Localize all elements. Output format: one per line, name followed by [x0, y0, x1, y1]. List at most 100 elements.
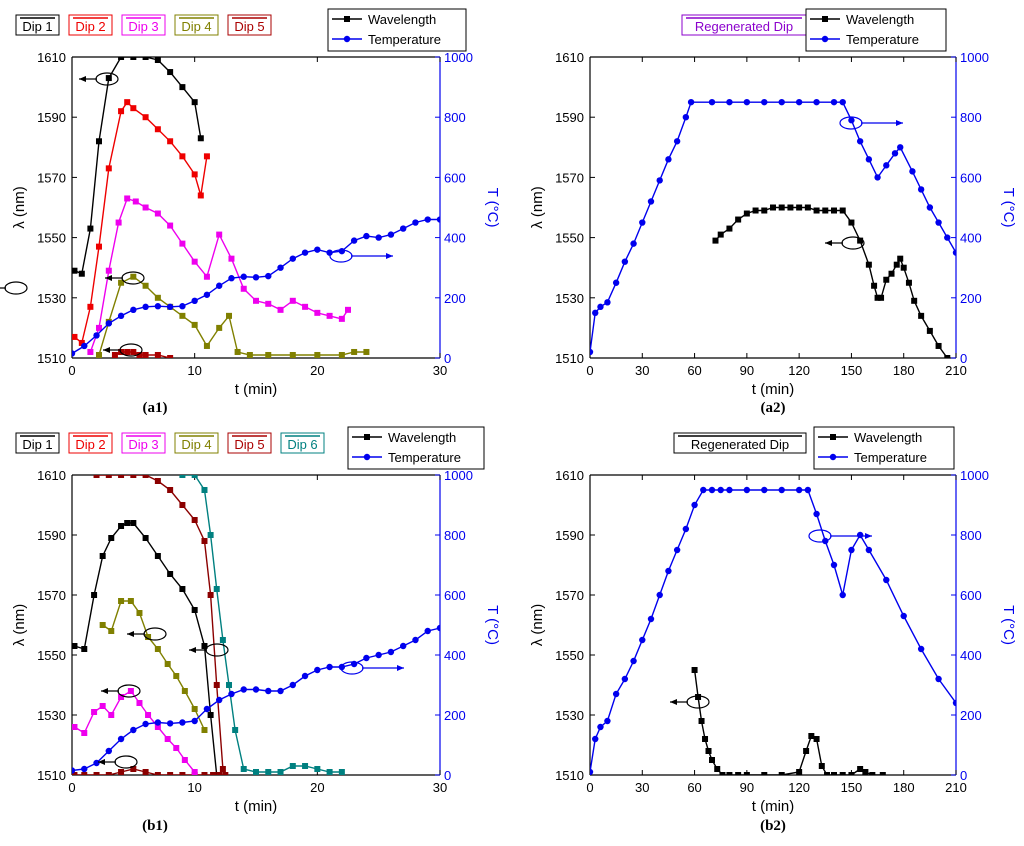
data-point	[326, 312, 333, 319]
data-point	[726, 772, 733, 775]
data-point	[597, 303, 604, 311]
data-point	[848, 546, 855, 554]
annotation-arrowhead	[670, 699, 677, 705]
y-tick-label-left: 1610	[37, 50, 66, 65]
data-point	[926, 327, 933, 334]
x-tick-label: 30	[433, 780, 447, 795]
data-point	[871, 282, 878, 289]
data-point	[216, 696, 223, 704]
data-point	[226, 682, 233, 688]
annotation-arrowhead	[189, 647, 196, 653]
data-point	[743, 772, 750, 775]
dip-legend-label: Dip 6	[287, 437, 317, 452]
data-point	[179, 312, 186, 319]
data-point	[621, 675, 629, 683]
data-point	[154, 646, 161, 652]
data-point	[436, 624, 440, 632]
y-tick-label-left: 1570	[555, 588, 584, 603]
data-point	[265, 300, 272, 307]
data-point	[813, 98, 820, 106]
annotation-arrowhead	[127, 631, 134, 637]
legend-temperature-marker	[343, 35, 351, 43]
data-point	[166, 720, 174, 727]
data-point	[639, 636, 646, 644]
dip-legend-label: Dip 1	[22, 19, 52, 34]
data-point	[130, 520, 137, 526]
data-point	[108, 628, 115, 634]
data-point	[154, 126, 161, 133]
dip-legend-label: Dip 4	[181, 19, 211, 34]
x-tick-label: 20	[310, 780, 324, 795]
data-point	[132, 198, 139, 205]
data-point	[375, 234, 382, 241]
series-line-dip-4	[102, 600, 206, 731]
data-point	[848, 219, 855, 226]
data-point	[115, 219, 122, 226]
data-point	[952, 699, 956, 707]
data-point	[108, 712, 115, 718]
data-point	[127, 598, 134, 604]
data-point	[717, 486, 724, 494]
data-point	[154, 478, 161, 484]
data-point	[856, 531, 864, 539]
legend-wavelength-label: Wavelength	[854, 430, 922, 445]
data-point	[656, 177, 663, 184]
data-point	[590, 768, 594, 775]
dip-legend-box	[121, 14, 166, 36]
x-tick-label: 150	[841, 780, 863, 795]
annotation-ellipse	[4, 281, 28, 295]
x-tick-label: 90	[740, 363, 754, 378]
data-point	[95, 324, 102, 331]
data-point	[81, 342, 88, 350]
panel-3: 0 10 20 30 1510 1530 1550 1570 1590 1610 0 200 400 60…	[11, 426, 501, 834]
series-line-temperature	[590, 101, 956, 353]
data-point	[726, 98, 733, 106]
data-point	[314, 351, 321, 358]
data-point	[857, 237, 864, 244]
y-tick-label-right: 800	[960, 528, 982, 543]
data-point	[289, 681, 296, 689]
data-point	[862, 769, 869, 775]
data-point	[277, 306, 284, 313]
y-tick-label-right: 600	[960, 170, 982, 185]
data-point	[830, 98, 838, 106]
data-point	[232, 727, 239, 733]
data-point	[167, 772, 174, 775]
x-axis-label: t (min)	[752, 381, 795, 398]
annotation-arrowhead	[896, 120, 903, 126]
x-tick-label: 210	[945, 780, 967, 795]
data-point	[173, 745, 180, 751]
data-point	[665, 156, 672, 163]
panel-label: (a2)	[761, 400, 786, 416]
y-tick-label-left: 1610	[555, 50, 584, 65]
data-point	[289, 297, 296, 304]
data-point	[219, 637, 226, 643]
data-point	[105, 320, 113, 327]
y-tick-label-left: 1510	[37, 351, 66, 366]
series-line-dip-4	[98, 275, 367, 356]
data-point	[87, 225, 94, 232]
data-point	[888, 270, 895, 277]
data-point	[865, 261, 872, 268]
y-axis-label-right: T (°C)	[1000, 188, 1017, 228]
dip-legend-box	[227, 14, 272, 36]
y-tick-label-right: 400	[444, 648, 466, 663]
data-point	[803, 748, 810, 754]
data-point	[874, 294, 881, 301]
data-point	[424, 627, 431, 635]
data-point	[222, 772, 229, 775]
data-point	[905, 279, 912, 286]
series-group	[590, 486, 956, 775]
data-point	[277, 769, 284, 775]
data-point	[865, 156, 873, 163]
series-line-dip-2	[74, 101, 208, 345]
legend-temperature-label: Temperature	[368, 32, 441, 47]
data-point	[796, 769, 803, 775]
data-point	[191, 297, 198, 305]
data-point	[197, 135, 204, 142]
data-point	[154, 57, 161, 64]
data-point	[778, 486, 785, 494]
data-point	[412, 219, 419, 226]
data-point	[708, 486, 716, 494]
